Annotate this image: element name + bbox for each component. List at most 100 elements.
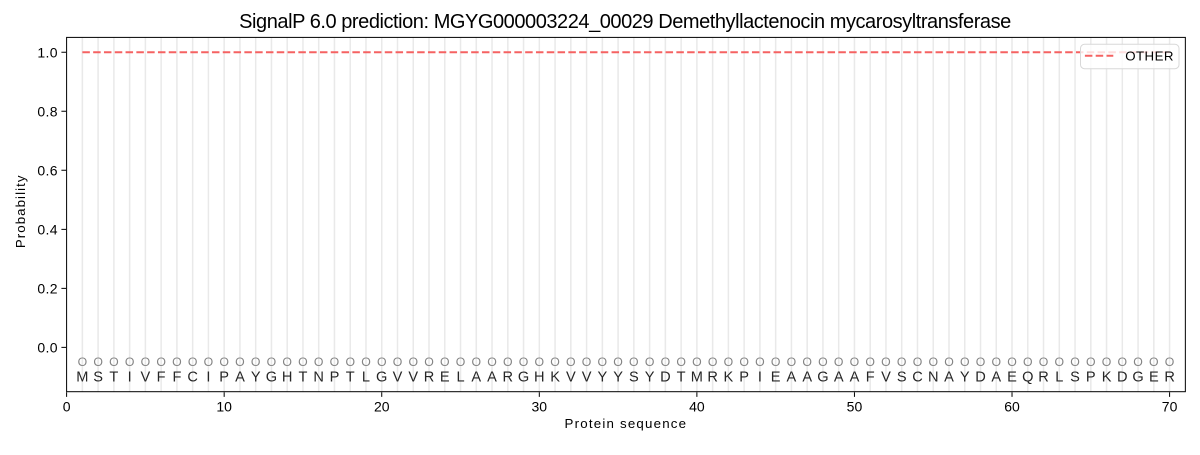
svg-text:O: O bbox=[739, 355, 749, 369]
svg-text:O: O bbox=[503, 355, 513, 369]
svg-text:0.6: 0.6 bbox=[37, 163, 57, 179]
svg-text:O: O bbox=[755, 355, 765, 369]
svg-text:G: G bbox=[817, 369, 828, 385]
svg-text:O: O bbox=[361, 355, 371, 369]
svg-text:I: I bbox=[128, 369, 132, 385]
svg-text:O: O bbox=[928, 355, 938, 369]
svg-text:S: S bbox=[93, 369, 103, 385]
svg-text:O: O bbox=[1102, 355, 1112, 369]
svg-text:O: O bbox=[408, 355, 418, 369]
svg-text:A: A bbox=[802, 369, 812, 385]
svg-text:P: P bbox=[739, 369, 749, 385]
svg-text:O: O bbox=[330, 355, 340, 369]
svg-text:C: C bbox=[187, 369, 198, 385]
svg-text:50: 50 bbox=[847, 399, 863, 415]
svg-text:O: O bbox=[850, 355, 860, 369]
svg-text:H: H bbox=[282, 369, 293, 385]
svg-text:O: O bbox=[535, 355, 545, 369]
svg-text:A: A bbox=[834, 369, 844, 385]
svg-text:M: M bbox=[76, 369, 88, 385]
svg-text:H: H bbox=[534, 369, 545, 385]
svg-text:O: O bbox=[267, 355, 277, 369]
svg-text:A: A bbox=[944, 369, 954, 385]
svg-text:R: R bbox=[707, 369, 718, 385]
svg-text:R: R bbox=[1164, 369, 1175, 385]
svg-text:Protein sequence: Protein sequence bbox=[565, 416, 688, 431]
svg-text:O: O bbox=[1023, 355, 1033, 369]
svg-text:O: O bbox=[141, 355, 151, 369]
svg-text:O: O bbox=[1039, 355, 1049, 369]
svg-text:O: O bbox=[661, 355, 671, 369]
svg-text:V: V bbox=[408, 369, 418, 385]
svg-text:O: O bbox=[519, 355, 529, 369]
svg-text:K: K bbox=[550, 369, 560, 385]
svg-text:O: O bbox=[282, 355, 292, 369]
svg-text:A: A bbox=[471, 369, 481, 385]
svg-text:V: V bbox=[582, 369, 592, 385]
svg-text:O: O bbox=[298, 355, 308, 369]
svg-text:Y: Y bbox=[251, 369, 261, 385]
svg-text:O: O bbox=[1055, 355, 1065, 369]
svg-text:O: O bbox=[598, 355, 608, 369]
svg-text:E: E bbox=[1149, 369, 1159, 385]
svg-text:P: P bbox=[330, 369, 340, 385]
svg-text:60: 60 bbox=[1004, 399, 1020, 415]
svg-text:O: O bbox=[645, 355, 655, 369]
svg-text:F: F bbox=[866, 369, 875, 385]
svg-text:O: O bbox=[724, 355, 734, 369]
svg-text:O: O bbox=[771, 355, 781, 369]
svg-text:70: 70 bbox=[1162, 399, 1178, 415]
svg-text:O: O bbox=[676, 355, 686, 369]
svg-text:0.0: 0.0 bbox=[37, 340, 57, 356]
svg-text:G: G bbox=[266, 369, 277, 385]
svg-text:M: M bbox=[691, 369, 703, 385]
svg-text:40: 40 bbox=[689, 399, 705, 415]
svg-text:OTHER: OTHER bbox=[1125, 49, 1174, 64]
svg-text:O: O bbox=[787, 355, 797, 369]
svg-text:O: O bbox=[1118, 355, 1128, 369]
svg-text:O: O bbox=[109, 355, 119, 369]
svg-text:Q: Q bbox=[1022, 369, 1033, 385]
svg-text:T: T bbox=[298, 369, 307, 385]
svg-text:A: A bbox=[850, 369, 860, 385]
svg-text:G: G bbox=[518, 369, 529, 385]
svg-text:1.0: 1.0 bbox=[37, 45, 57, 61]
svg-text:O: O bbox=[377, 355, 387, 369]
svg-text:O: O bbox=[345, 355, 355, 369]
svg-text:O: O bbox=[93, 355, 103, 369]
svg-text:L: L bbox=[1055, 369, 1063, 385]
svg-text:O: O bbox=[125, 355, 135, 369]
svg-text:N: N bbox=[313, 369, 324, 385]
svg-text:O: O bbox=[834, 355, 844, 369]
svg-text:V: V bbox=[881, 369, 891, 385]
svg-text:0.2: 0.2 bbox=[37, 281, 57, 297]
svg-text:0.4: 0.4 bbox=[37, 222, 57, 238]
svg-text:O: O bbox=[251, 355, 261, 369]
svg-text:O: O bbox=[487, 355, 497, 369]
svg-text:E: E bbox=[771, 369, 781, 385]
svg-text:V: V bbox=[141, 369, 151, 385]
svg-text:O: O bbox=[708, 355, 718, 369]
svg-text:Probability: Probability bbox=[13, 174, 28, 248]
svg-text:SignalP 6.0 prediction: MGYG00: SignalP 6.0 prediction: MGYG000003224_00… bbox=[239, 11, 1011, 33]
svg-text:A: A bbox=[991, 369, 1001, 385]
svg-text:O: O bbox=[1070, 355, 1080, 369]
svg-text:R: R bbox=[503, 369, 514, 385]
svg-text:O: O bbox=[78, 355, 88, 369]
svg-text:O: O bbox=[991, 355, 1001, 369]
svg-text:O: O bbox=[1007, 355, 1017, 369]
svg-text:O: O bbox=[172, 355, 182, 369]
svg-text:P: P bbox=[1086, 369, 1096, 385]
svg-text:O: O bbox=[629, 355, 639, 369]
svg-text:O: O bbox=[393, 355, 403, 369]
svg-text:O: O bbox=[1133, 355, 1143, 369]
svg-text:20: 20 bbox=[374, 399, 390, 415]
svg-text:O: O bbox=[881, 355, 891, 369]
svg-text:K: K bbox=[1102, 369, 1112, 385]
svg-text:D: D bbox=[1117, 369, 1128, 385]
svg-text:L: L bbox=[362, 369, 370, 385]
svg-text:O: O bbox=[913, 355, 923, 369]
svg-text:E: E bbox=[1007, 369, 1017, 385]
svg-text:R: R bbox=[424, 369, 435, 385]
svg-text:G: G bbox=[376, 369, 387, 385]
